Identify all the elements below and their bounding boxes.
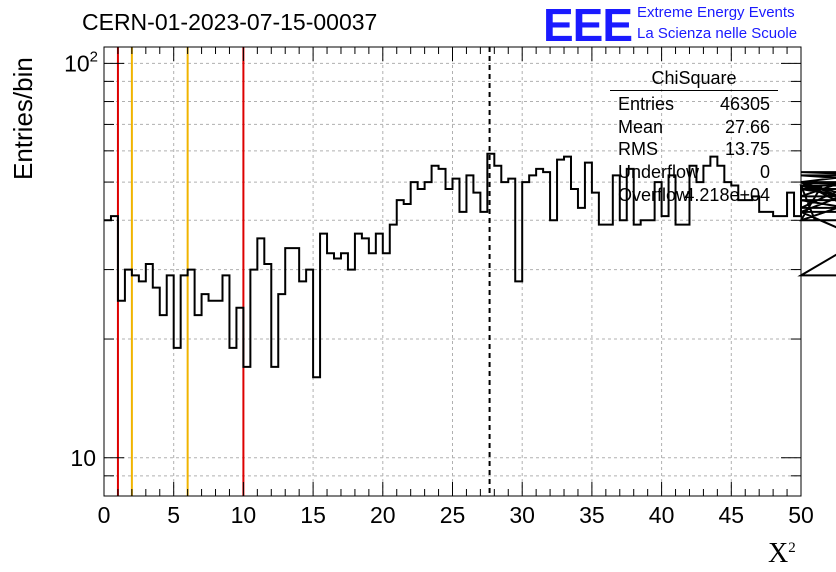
logo-subtitle-line1: Extreme Energy Events [637,4,795,21]
stat-row-mean: Mean 27.66 [618,117,770,139]
histogram-series [104,152,836,379]
stats-divider [610,90,778,91]
stat-row-overflow: Overflow 4.218e+04 [618,185,770,207]
stat-name: Mean [618,117,664,137]
x-tick-label: 30 [509,502,535,528]
x-tick-label: 20 [370,502,396,528]
stat-value: 4.218e+04 [684,185,770,205]
run-title: CERN-01-2023-07-15-00037 [82,9,378,35]
x-tick-label: 10 [231,502,257,528]
x-tick-label: 45 [719,502,745,528]
stat-row-underflow: Underflow 0 [618,162,770,184]
stat-row-entries: Entries 46305 [618,94,770,116]
stats-box: ChiSquare Entries 46305 Mean 27.66 RMS 1… [610,66,778,205]
x-tick-label: 35 [579,502,605,528]
x-tick-label: 50 [788,502,814,528]
x-axis-label-superscript: 2 [788,540,796,556]
y-tick-label-base: 10 [70,445,96,471]
y-tick-label-base: 10 [64,50,90,76]
stat-value: 46305 [719,94,770,114]
x-tick-label: 0 [98,502,111,528]
x-tick-label: 5 [167,502,180,528]
y-axis-label-text: Entries/bin [8,57,38,180]
logo-subtitle-line2: La Scienza nelle Scuole [637,25,798,42]
stat-name: Underflow [618,162,700,182]
y-tick-label: 10 [70,445,96,471]
y-axis-label: Entries/bin [8,57,39,180]
stat-value: 0 [759,162,770,182]
stat-row-rms: RMS 13.75 [618,139,770,161]
x-tick-label: 15 [300,502,326,528]
axis-ticks [103,47,802,497]
stats-title: ChiSquare [651,68,737,88]
stat-value: 27.66 [724,117,770,137]
y-tick-label: 102 [64,48,98,76]
stat-name: RMS [618,139,658,159]
stat-name: Entries [618,94,675,114]
stat-value: 13.75 [724,139,770,159]
x-tick-label: 25 [440,502,466,528]
stat-name: Overflow [618,185,690,205]
x-axis-label: X2 [768,538,796,570]
eee-logo: EEE [543,0,633,51]
x-tick-label: 40 [649,502,675,528]
histogram-steps [104,152,836,379]
x-axis-label-text: X [768,538,789,569]
y-tick-label-exponent: 2 [90,48,98,65]
